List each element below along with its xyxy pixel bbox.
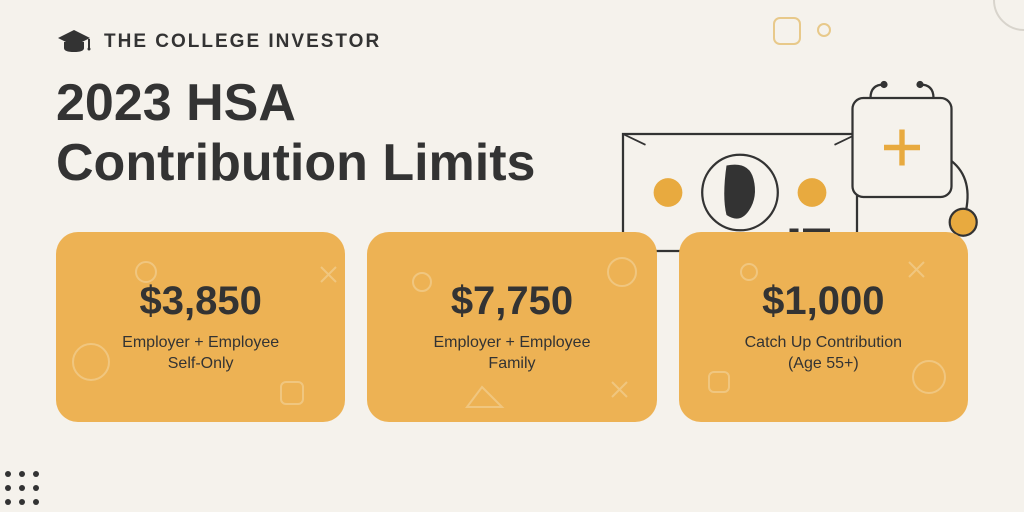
title-line-2: Contribution Limits (56, 134, 535, 192)
decoration-top (764, 10, 844, 50)
brand-logo: THE COLLEGE INVESTOR (0, 0, 1024, 56)
card-catch-up: $1,000 Catch Up Contribution (Age 55+) (679, 232, 968, 422)
card-decoration (367, 232, 656, 422)
card-family: $7,750 Employer + Employee Family (367, 232, 656, 422)
decoration-circle-top-right (984, 0, 1024, 40)
stethoscope-icon (853, 81, 977, 236)
title-line-1: 2023 HSA (56, 74, 296, 132)
card-decoration (56, 232, 345, 422)
graduation-cap-icon (56, 28, 92, 56)
card-self-only: $3,850 Employer + Employee Self-Only (56, 232, 345, 422)
brand-name: THE COLLEGE INVESTOR (104, 31, 381, 53)
dot-grid-decoration (0, 462, 60, 512)
card-decoration (679, 232, 968, 422)
